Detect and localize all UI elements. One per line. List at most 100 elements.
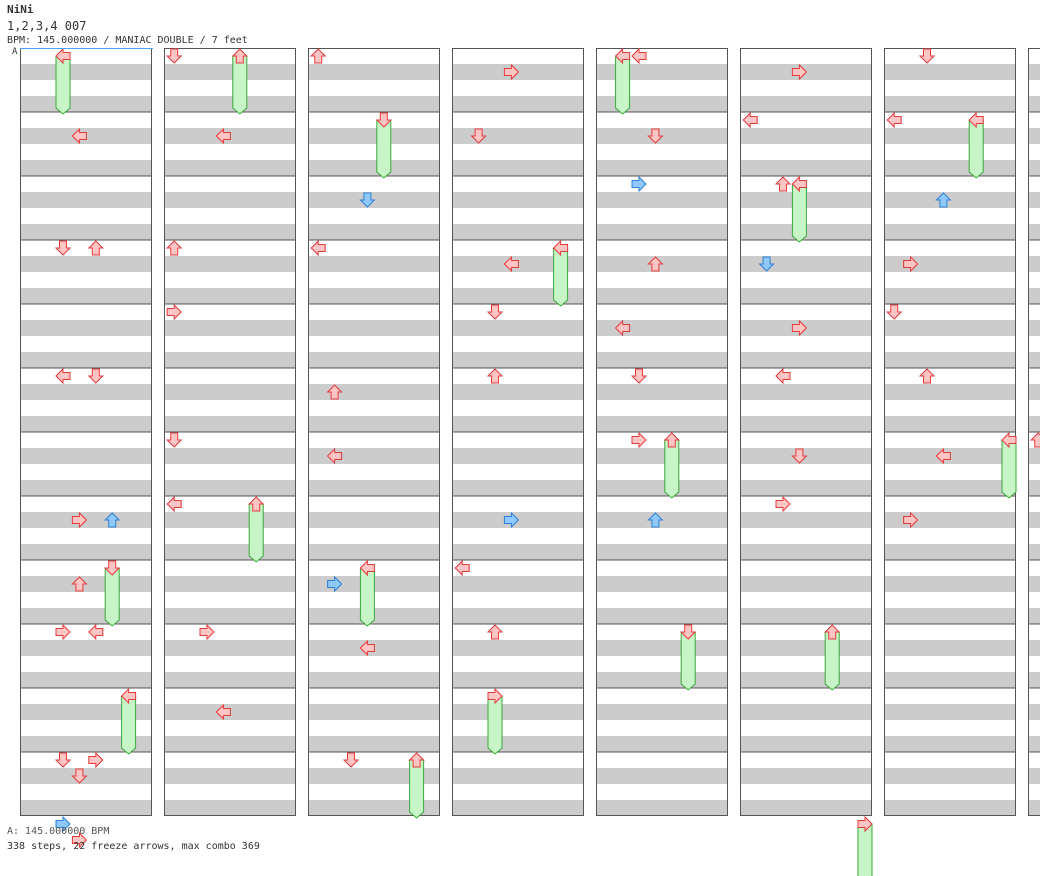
freeze-arrow (823, 624, 841, 691)
beat-stripe (596, 480, 728, 496)
beat-stripe (164, 416, 296, 432)
beat-stripe (20, 384, 152, 400)
arrow-up-icon (647, 256, 664, 272)
beat-stripe (740, 480, 872, 496)
beat-stripe (740, 512, 872, 528)
artist-name: NiNi (7, 3, 34, 16)
beat-stripe (164, 576, 296, 592)
arrow-right-icon (71, 831, 88, 849)
beat-stripe (884, 480, 1016, 496)
arrow-up-icon (918, 368, 936, 384)
beat-stripe (164, 736, 296, 752)
beat-stripe (884, 384, 1016, 400)
arrow-left-icon (935, 447, 951, 465)
beat-stripe (164, 512, 296, 528)
beat-stripe (1028, 224, 1040, 240)
freeze-arrow (679, 624, 697, 691)
panel-border (596, 48, 728, 816)
freeze-arrow (359, 559, 375, 627)
beat-stripe (452, 768, 584, 784)
beat-stripe (20, 288, 152, 304)
beat-stripe (308, 256, 440, 272)
arrow-right-icon (791, 319, 808, 337)
beat-stripe (884, 160, 1016, 176)
beat-stripe (20, 64, 152, 80)
beat-stripe (1028, 256, 1040, 272)
chart-panel (1028, 48, 1040, 816)
beat-stripe (20, 672, 152, 688)
beat-stripe (452, 544, 584, 560)
arrow-left-icon (88, 623, 104, 641)
beat-stripe (1028, 800, 1040, 816)
beat-stripe (164, 288, 296, 304)
beat-stripe (884, 704, 1016, 720)
beat-stripe (452, 224, 584, 240)
beat-stripe (1028, 160, 1040, 176)
beat-stripe (1028, 128, 1040, 144)
beat-stripe (740, 352, 872, 368)
arrow-left-icon (454, 559, 470, 577)
bpm-marker-label: A (12, 47, 18, 57)
beat-stripe (1028, 448, 1040, 464)
beat-stripe (452, 320, 584, 336)
beat-stripe (596, 768, 728, 784)
freeze-arrow (968, 111, 984, 179)
beat-stripe (1028, 320, 1040, 336)
freeze-arrow (247, 496, 265, 563)
beat-stripe (308, 160, 440, 176)
beat-stripe (740, 416, 872, 432)
arrow-up-icon (486, 624, 504, 640)
footer-stats: 338 steps, 22 freeze arrows, max combo 3… (7, 841, 260, 852)
beat-stripe (164, 256, 296, 272)
arrow-up-icon (165, 240, 183, 256)
beat-stripe (452, 448, 584, 464)
beat-stripe (1028, 768, 1040, 784)
beat-stripe (452, 480, 584, 496)
beat-stripe (308, 96, 440, 112)
arrow-down-icon (165, 432, 183, 448)
beat-stripe (884, 128, 1016, 144)
beat-stripe (164, 800, 296, 816)
chart-info: BPM: 145.000000 / MANIAC DOUBLE / 7 feet (7, 35, 248, 46)
beat-stripe (452, 160, 584, 176)
beat-stripe (884, 608, 1016, 624)
beat-stripe (164, 608, 296, 624)
arrow-right-icon (775, 495, 791, 513)
beat-stripe (884, 768, 1016, 784)
beat-stripe (308, 128, 440, 144)
beat-stripe (452, 608, 584, 624)
beat-stripe (884, 800, 1016, 816)
beat-stripe (740, 768, 872, 784)
beat-stripe (1028, 192, 1040, 208)
beat-stripe (596, 640, 728, 656)
beat-stripe (1028, 416, 1040, 432)
beat-stripe (452, 128, 584, 144)
beat-stripe (164, 480, 296, 496)
beat-stripe (1028, 96, 1040, 112)
beat-stripe (308, 704, 440, 720)
arrow-right-icon (631, 175, 647, 193)
beat-stripe (452, 288, 584, 304)
beat-stripe (164, 224, 296, 240)
beat-stripe (884, 736, 1016, 752)
beat-stripe (1028, 352, 1040, 368)
freeze-arrow (231, 48, 249, 115)
arrow-left-icon (166, 495, 182, 513)
beat-stripe (596, 576, 728, 592)
beat-stripe (740, 640, 872, 656)
beat-stripe (740, 608, 872, 624)
beat-stripe (596, 288, 728, 304)
beat-stripe (20, 544, 152, 560)
beat-stripe (308, 480, 440, 496)
beat-stripe (1028, 576, 1040, 592)
arrow-up-icon (326, 384, 343, 400)
freeze-arrow (1001, 431, 1017, 499)
beat-stripe (20, 608, 152, 624)
beat-stripe (308, 736, 440, 752)
arrow-right-icon (55, 815, 71, 833)
beat-stripe (452, 800, 584, 816)
beat-stripe (596, 160, 728, 176)
beat-stripe (20, 480, 152, 496)
panel-border (164, 48, 296, 816)
beat-stripe (452, 736, 584, 752)
